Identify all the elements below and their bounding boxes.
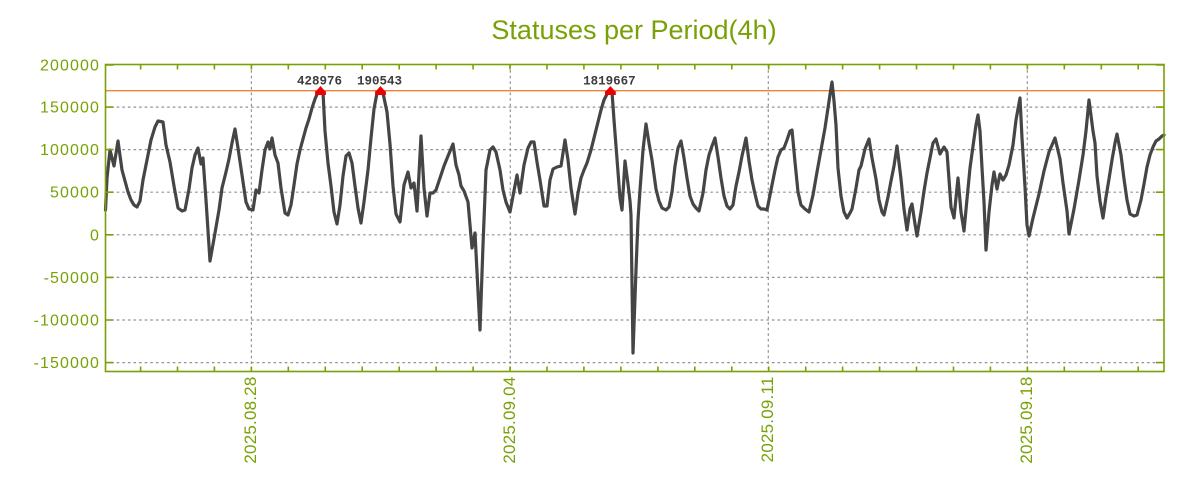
svg-text:2025.09.04: 2025.09.04 — [500, 377, 519, 464]
svg-text:100000: 100000 — [40, 142, 100, 159]
svg-text:1819667: 1819667 — [583, 75, 636, 89]
svg-text:-100000: -100000 — [34, 313, 100, 330]
svg-text:428976: 428976 — [297, 75, 342, 89]
svg-text:2025.09.11: 2025.09.11 — [758, 377, 777, 463]
svg-text:2025.08.28: 2025.08.28 — [241, 377, 260, 464]
svg-text:150000: 150000 — [40, 100, 100, 117]
svg-text:Statuses per Period(4h): Statuses per Period(4h) — [491, 15, 776, 45]
svg-text:190543: 190543 — [357, 75, 402, 89]
svg-text:50000: 50000 — [50, 185, 100, 202]
svg-text:2025.09.18: 2025.09.18 — [1017, 377, 1036, 464]
svg-text:-50000: -50000 — [44, 270, 100, 287]
svg-text:-150000: -150000 — [34, 355, 100, 372]
svg-text:200000: 200000 — [40, 58, 100, 75]
svg-text:0: 0 — [90, 227, 100, 244]
